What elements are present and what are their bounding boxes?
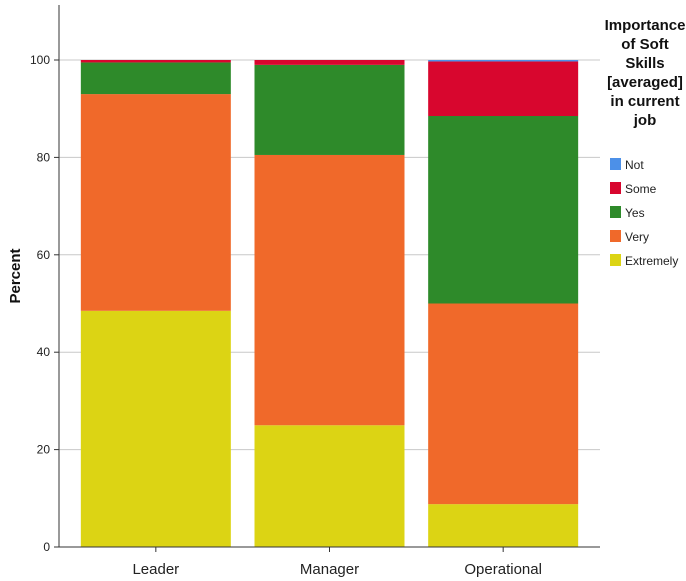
x-tick-labels: Leader Manager Operational (132, 547, 542, 578)
bars (80, 60, 579, 547)
legend-label-not: Not (625, 158, 644, 172)
y-axis-title: Percent (7, 248, 24, 303)
bar-segment-extremely (254, 425, 405, 547)
y-tick-label: 40 (37, 345, 51, 359)
legend-swatch-yes (610, 206, 621, 218)
bar-segment-yes (428, 116, 579, 304)
x-tick-label: Manager (300, 561, 359, 578)
legend-label-very: Very (625, 230, 649, 244)
bar-segment-not (428, 60, 579, 62)
y-tick-label: 100 (30, 53, 50, 67)
legend-title-line: of Soft (621, 36, 668, 53)
y-tick-label: 80 (37, 150, 51, 164)
y-tick-labels: 0 20 40 60 80 100 (30, 53, 50, 554)
bar-segment-yes (254, 64, 405, 155)
x-tick-label: Operational (464, 561, 542, 578)
y-tick-label: 20 (37, 443, 51, 457)
bar-segment-some (254, 60, 405, 65)
legend-label-yes: Yes (625, 206, 645, 220)
legend-title-line: in current (610, 93, 679, 110)
y-tick-label: 60 (37, 248, 51, 262)
legend-title-line: [averaged] (607, 74, 683, 91)
bar-segment-very (254, 154, 405, 426)
legend-label-some: Some (625, 182, 657, 196)
legend-swatch-very (610, 230, 621, 242)
bar-segment-very (428, 303, 579, 505)
legend-swatch-some (610, 182, 621, 194)
legend-title-line: job (633, 112, 657, 129)
legend-title-line: Skills (625, 55, 664, 72)
bar-segment-some (80, 60, 231, 63)
x-tick-label: Leader (132, 561, 179, 578)
bar-segment-extremely (428, 504, 579, 547)
y-tick-label: 0 (43, 540, 50, 554)
legend-swatch-extremely (610, 254, 621, 266)
bar-segment-very (80, 94, 231, 311)
bar-segment-yes (80, 62, 231, 95)
legend: Importance of Soft Skills [averaged] in curr… (605, 17, 686, 268)
legend-title-line: Importance (605, 17, 686, 34)
bar-segment-extremely (80, 310, 231, 547)
legend-label-extremely: Extremely (625, 254, 678, 268)
legend-swatch-not (610, 158, 621, 170)
bar-segment-some (428, 61, 579, 117)
